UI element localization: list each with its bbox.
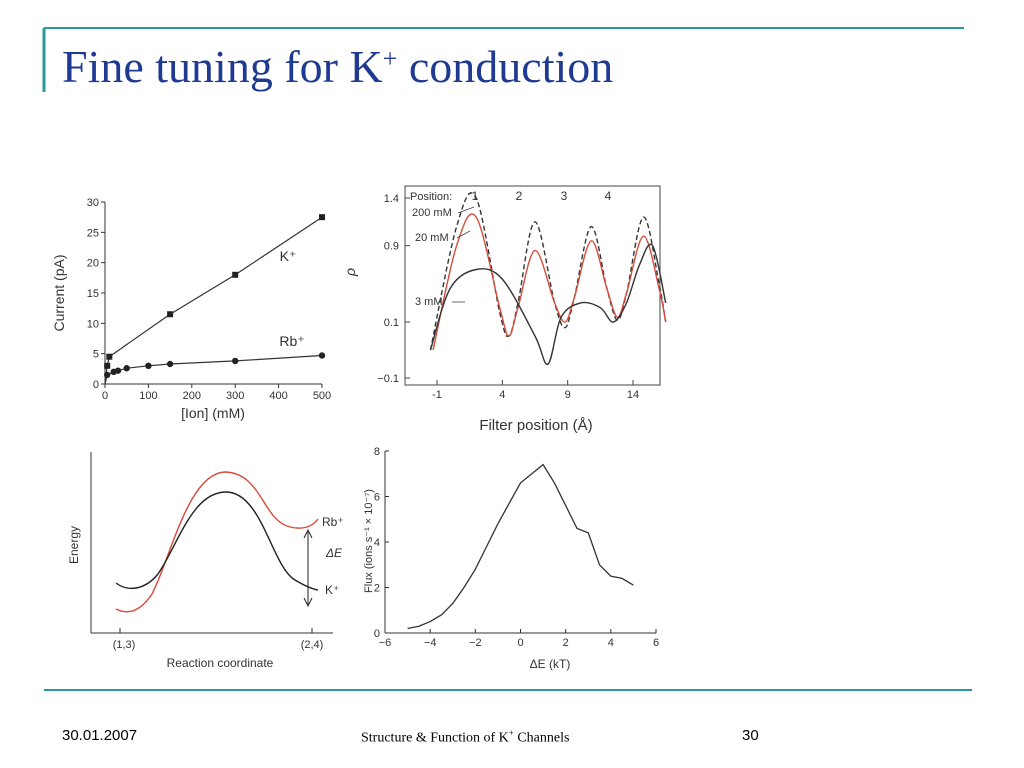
rb-data-point xyxy=(166,360,174,368)
flux-y-tick-label: 2 xyxy=(374,583,380,595)
current-x-tick-label: 200 xyxy=(183,390,201,402)
rho-plot-frame xyxy=(404,185,661,386)
rb-data-point xyxy=(232,357,239,365)
k-energy-label: K⁺ xyxy=(325,583,339,597)
k-data-point xyxy=(319,214,325,221)
flux-x-tick-label: −6 xyxy=(379,637,392,649)
rb-data-point xyxy=(123,365,130,372)
rb-series-label: Rb⁺ xyxy=(279,333,304,349)
rho-y-tick-label: −0.1 xyxy=(377,373,399,385)
delta-e-arrow-head-up xyxy=(303,528,313,539)
delta-e-arrow-head-down xyxy=(303,597,313,608)
energy-y-axis-label: Energy xyxy=(67,526,81,564)
current-x-tick-label: 400 xyxy=(269,390,287,402)
current-y-tick-label: 25 xyxy=(87,227,99,239)
footer-title: Structure & Function of K+ Channels xyxy=(361,728,569,747)
position-number-3: 3 xyxy=(561,189,568,203)
current-x-tick-label: 100 xyxy=(139,390,157,402)
flux-x-axis-label: ΔE (kT) xyxy=(530,657,571,671)
series-label-200mm: 200 mM xyxy=(412,207,452,219)
page-number: 30 xyxy=(742,727,759,744)
flux-series-line xyxy=(407,463,634,630)
rb-data-point xyxy=(145,362,152,369)
rho-x-tick-label: 4 xyxy=(499,389,505,401)
k-energy-curve xyxy=(115,491,319,591)
rho-x-tick-label: -1 xyxy=(432,389,442,401)
flux-x-tick-label: −2 xyxy=(469,637,482,649)
position-label: Position: xyxy=(410,191,452,203)
current-y-tick-label: 5 xyxy=(93,349,99,361)
rho-y-tick-label: 0.9 xyxy=(384,241,399,253)
energy-x-axis-label: Reaction coordinate xyxy=(167,656,274,670)
position-number-2: 2 xyxy=(516,189,523,203)
energy-x-tick-label: (2,4) xyxy=(301,639,324,651)
rho-y-axis-label: ρ xyxy=(342,268,358,277)
flux-x-tick-label: 4 xyxy=(608,637,614,649)
k-data-point xyxy=(232,271,239,278)
slide-title: Fine tuning for K+ conduction xyxy=(62,40,613,93)
leader-20mm xyxy=(456,230,471,239)
flux-y-tick-label: 4 xyxy=(374,537,380,549)
rho-x-tick-label: 14 xyxy=(627,389,639,401)
footer-title-pre: Structure & Function of K xyxy=(361,730,509,746)
current-x-tick-label: 0 xyxy=(102,390,108,402)
energy-x-tick-label: (1,3) xyxy=(113,639,136,651)
series-label-3mm: 3 mM xyxy=(415,296,443,308)
current-x-tick-label: 300 xyxy=(226,390,244,402)
delta-e-label: ΔE xyxy=(325,546,343,560)
rho-series-line-0 xyxy=(429,192,667,351)
rb-energy-curve xyxy=(115,471,319,613)
flux-y-axis-label: Flux (ions s⁻¹ × 10⁻⁷) xyxy=(363,489,375,593)
current-y-axis-label: Current (pA) xyxy=(51,254,67,331)
rho-y-tick-label: 0.1 xyxy=(384,317,399,329)
k-data-point xyxy=(106,353,113,360)
current-y-tick-label: 20 xyxy=(87,258,99,270)
series-label-20mm: 20 mM xyxy=(415,232,449,244)
current-y-tick-label: 30 xyxy=(87,197,99,209)
k-data-point xyxy=(167,311,174,318)
flux-x-tick-label: 2 xyxy=(563,637,569,649)
rb-energy-label: Rb⁺ xyxy=(322,515,344,529)
current-y-tick-label: 10 xyxy=(87,318,99,330)
footer-date: 30.01.2007 xyxy=(62,727,138,744)
leader-200mm xyxy=(457,206,475,214)
current-x-axis-label: [Ion] (mM) xyxy=(181,405,245,421)
title-superscript: + xyxy=(382,44,398,73)
title-end: conduction xyxy=(397,41,614,92)
position-number-4: 4 xyxy=(605,189,612,203)
flux-x-tick-label: 6 xyxy=(653,637,659,649)
current-y-tick-label: 0 xyxy=(93,379,99,391)
rb-data-point xyxy=(103,371,111,379)
rho-series-line-1 xyxy=(432,213,667,351)
rho-x-axis-label: Filter position (Å) xyxy=(479,417,592,434)
rho-x-tick-label: 9 xyxy=(565,389,571,401)
footer-title-sup: + xyxy=(508,728,514,738)
title-main: Fine tuning for K xyxy=(62,41,383,92)
rb-data-point xyxy=(114,367,122,374)
rb-data-point xyxy=(318,352,326,359)
current-series-line-1 xyxy=(104,354,323,385)
k-data-point xyxy=(104,362,111,369)
flux-x-tick-label: −4 xyxy=(424,637,437,649)
current-series-line-0 xyxy=(104,216,323,385)
current-y-tick-label: 15 xyxy=(87,288,99,300)
footer-title-post: Channels xyxy=(513,730,570,746)
current-x-tick-label: 500 xyxy=(313,390,331,402)
flux-x-tick-label: 0 xyxy=(517,637,523,649)
rho-series-line-2 xyxy=(429,243,667,365)
flux-y-tick-label: 8 xyxy=(374,446,380,458)
flux-y-tick-label: 6 xyxy=(374,492,380,504)
rho-y-tick-label: 1.4 xyxy=(384,193,399,205)
flux-y-tick-label: 0 xyxy=(374,628,380,640)
k-series-label: K⁺ xyxy=(280,248,297,264)
